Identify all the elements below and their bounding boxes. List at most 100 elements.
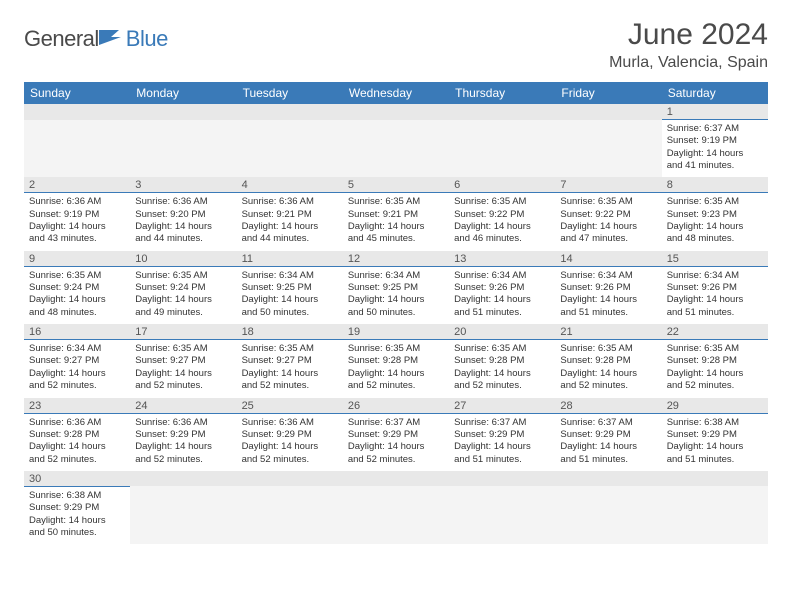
weekday-header: Sunday — [24, 82, 130, 104]
location-subtitle: Murla, Valencia, Spain — [609, 54, 768, 72]
day-info: Sunrise: 6:37 AMSunset: 9:29 PMDaylight:… — [343, 413, 449, 471]
day-info: Sunrise: 6:34 AMSunset: 9:27 PMDaylight:… — [24, 340, 130, 398]
day-number: 30 — [24, 471, 130, 487]
day-number: 29 — [662, 398, 768, 414]
day-number: 1 — [662, 104, 768, 120]
day-info: Sunrise: 6:35 AMSunset: 9:27 PMDaylight:… — [237, 340, 343, 398]
day-number: 14 — [555, 251, 661, 267]
day-info-text: Sunrise: 6:34 AMSunset: 9:25 PMDaylight:… — [348, 270, 444, 319]
daynum-row: 16171819202122 — [24, 324, 768, 340]
daynum-row: 23242526272829 — [24, 398, 768, 414]
weekday-header: Friday — [555, 82, 661, 104]
day-info-text: Sunrise: 6:35 AMSunset: 9:27 PMDaylight:… — [242, 343, 338, 392]
day-number: 3 — [130, 177, 236, 193]
day-info: Sunrise: 6:37 AMSunset: 9:29 PMDaylight:… — [555, 413, 661, 471]
empty-cell — [343, 120, 449, 178]
info-row: Sunrise: 6:34 AMSunset: 9:27 PMDaylight:… — [24, 340, 768, 398]
day-info-text: Sunrise: 6:35 AMSunset: 9:28 PMDaylight:… — [560, 343, 656, 392]
day-info: Sunrise: 6:35 AMSunset: 9:21 PMDaylight:… — [343, 193, 449, 251]
day-info-text: Sunrise: 6:35 AMSunset: 9:24 PMDaylight:… — [135, 270, 231, 319]
day-number: 19 — [343, 324, 449, 340]
day-info-text: Sunrise: 6:36 AMSunset: 9:21 PMDaylight:… — [242, 196, 338, 245]
day-number: 7 — [555, 177, 661, 193]
calendar-body: 1 Sunrise: 6:37 AMSunset: 9:19 PMDayligh… — [24, 104, 768, 544]
day-info: Sunrise: 6:38 AMSunset: 9:29 PMDaylight:… — [662, 413, 768, 471]
day-info-text: Sunrise: 6:35 AMSunset: 9:21 PMDaylight:… — [348, 196, 444, 245]
empty-cell — [449, 104, 555, 120]
day-info-text: Sunrise: 6:36 AMSunset: 9:29 PMDaylight:… — [135, 417, 231, 466]
day-number: 28 — [555, 398, 661, 414]
day-info: Sunrise: 6:34 AMSunset: 9:25 PMDaylight:… — [237, 266, 343, 324]
day-info-text: Sunrise: 6:35 AMSunset: 9:24 PMDaylight:… — [29, 270, 125, 319]
day-number: 5 — [343, 177, 449, 193]
weekday-header: Tuesday — [237, 82, 343, 104]
day-info: Sunrise: 6:38 AMSunset: 9:29 PMDaylight:… — [24, 486, 130, 544]
day-info: Sunrise: 6:36 AMSunset: 9:29 PMDaylight:… — [130, 413, 236, 471]
empty-cell — [449, 486, 555, 544]
day-info: Sunrise: 6:37 AMSunset: 9:19 PMDaylight:… — [662, 120, 768, 178]
logo: General Blue — [24, 26, 168, 52]
empty-cell — [662, 486, 768, 544]
day-info-text: Sunrise: 6:35 AMSunset: 9:28 PMDaylight:… — [348, 343, 444, 392]
page-title: June 2024 — [609, 18, 768, 52]
info-row: Sunrise: 6:38 AMSunset: 9:29 PMDaylight:… — [24, 486, 768, 544]
empty-cell — [343, 104, 449, 120]
weekday-header: Monday — [130, 82, 236, 104]
empty-cell — [449, 120, 555, 178]
info-row: Sunrise: 6:37 AMSunset: 9:19 PMDaylight:… — [24, 120, 768, 178]
empty-cell — [237, 120, 343, 178]
day-number: 25 — [237, 398, 343, 414]
day-info: Sunrise: 6:34 AMSunset: 9:26 PMDaylight:… — [662, 266, 768, 324]
info-row: Sunrise: 6:36 AMSunset: 9:28 PMDaylight:… — [24, 413, 768, 471]
day-info-text: Sunrise: 6:34 AMSunset: 9:26 PMDaylight:… — [560, 270, 656, 319]
flag-icon — [99, 28, 125, 51]
info-row: Sunrise: 6:35 AMSunset: 9:24 PMDaylight:… — [24, 266, 768, 324]
empty-cell — [130, 471, 236, 487]
day-info-text: Sunrise: 6:35 AMSunset: 9:22 PMDaylight:… — [560, 196, 656, 245]
day-info-text: Sunrise: 6:34 AMSunset: 9:27 PMDaylight:… — [29, 343, 125, 392]
day-info: Sunrise: 6:36 AMSunset: 9:21 PMDaylight:… — [237, 193, 343, 251]
day-info: Sunrise: 6:34 AMSunset: 9:26 PMDaylight:… — [555, 266, 661, 324]
day-number: 17 — [130, 324, 236, 340]
day-number: 8 — [662, 177, 768, 193]
empty-cell — [237, 486, 343, 544]
day-info-text: Sunrise: 6:35 AMSunset: 9:28 PMDaylight:… — [667, 343, 763, 392]
empty-cell — [555, 471, 661, 487]
day-number: 6 — [449, 177, 555, 193]
day-number: 16 — [24, 324, 130, 340]
day-info-text: Sunrise: 6:34 AMSunset: 9:26 PMDaylight:… — [454, 270, 550, 319]
day-info: Sunrise: 6:34 AMSunset: 9:26 PMDaylight:… — [449, 266, 555, 324]
day-info-text: Sunrise: 6:36 AMSunset: 9:20 PMDaylight:… — [135, 196, 231, 245]
empty-cell — [343, 471, 449, 487]
day-number: 27 — [449, 398, 555, 414]
day-info: Sunrise: 6:35 AMSunset: 9:22 PMDaylight:… — [449, 193, 555, 251]
day-info-text: Sunrise: 6:37 AMSunset: 9:29 PMDaylight:… — [560, 417, 656, 466]
empty-cell — [343, 486, 449, 544]
daynum-row: 9101112131415 — [24, 251, 768, 267]
day-info: Sunrise: 6:36 AMSunset: 9:29 PMDaylight:… — [237, 413, 343, 471]
empty-cell — [662, 471, 768, 487]
day-info: Sunrise: 6:37 AMSunset: 9:29 PMDaylight:… — [449, 413, 555, 471]
daynum-row: 30 — [24, 471, 768, 487]
day-info: Sunrise: 6:35 AMSunset: 9:28 PMDaylight:… — [662, 340, 768, 398]
day-info-text: Sunrise: 6:37 AMSunset: 9:29 PMDaylight:… — [454, 417, 550, 466]
empty-cell — [449, 471, 555, 487]
day-number: 18 — [237, 324, 343, 340]
day-info: Sunrise: 6:35 AMSunset: 9:23 PMDaylight:… — [662, 193, 768, 251]
empty-cell — [130, 486, 236, 544]
day-number: 13 — [449, 251, 555, 267]
day-info: Sunrise: 6:35 AMSunset: 9:22 PMDaylight:… — [555, 193, 661, 251]
day-info-text: Sunrise: 6:38 AMSunset: 9:29 PMDaylight:… — [29, 490, 125, 539]
day-info: Sunrise: 6:35 AMSunset: 9:27 PMDaylight:… — [130, 340, 236, 398]
day-info-text: Sunrise: 6:36 AMSunset: 9:19 PMDaylight:… — [29, 196, 125, 245]
day-info-text: Sunrise: 6:35 AMSunset: 9:27 PMDaylight:… — [135, 343, 231, 392]
logo-text-blue: Blue — [126, 26, 168, 52]
weekday-header: Wednesday — [343, 82, 449, 104]
day-info-text: Sunrise: 6:35 AMSunset: 9:28 PMDaylight:… — [454, 343, 550, 392]
day-info: Sunrise: 6:35 AMSunset: 9:24 PMDaylight:… — [130, 266, 236, 324]
daynum-row: 1 — [24, 104, 768, 120]
day-info: Sunrise: 6:34 AMSunset: 9:25 PMDaylight:… — [343, 266, 449, 324]
day-number: 12 — [343, 251, 449, 267]
empty-cell — [24, 120, 130, 178]
day-info-text: Sunrise: 6:35 AMSunset: 9:23 PMDaylight:… — [667, 196, 763, 245]
